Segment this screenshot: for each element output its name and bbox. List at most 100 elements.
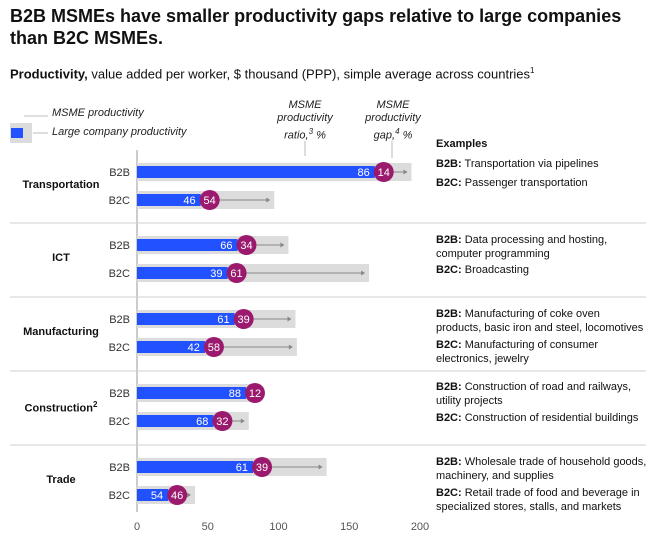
x-tick-label: 200 <box>411 521 429 533</box>
ratio-label: 61 <box>236 462 248 474</box>
example-text: B2B: Wholesale trade of household goods,… <box>436 455 648 483</box>
row-label: B2B <box>109 388 130 400</box>
gap-label: 46 <box>171 490 183 502</box>
ratio-label: 88 <box>229 388 241 400</box>
gap-arrow-head <box>280 242 285 248</box>
ratio-header-line3: ratio, <box>284 129 309 142</box>
msme-bar <box>137 194 201 206</box>
legend-msme-swatch <box>11 128 23 138</box>
examples-header: Examples <box>436 138 488 150</box>
example-description: Manufacturing of consumer electronics, j… <box>436 339 599 365</box>
example-text: B2C: Broadcasting <box>436 263 648 277</box>
example-type: B2C: <box>436 412 462 424</box>
example-type: B2C: <box>436 264 462 276</box>
gap-arrow-head <box>187 492 192 498</box>
ratio-label: 66 <box>220 240 232 252</box>
gap-arrow-head <box>240 418 245 424</box>
example-description: Wholesale trade of household goods, mach… <box>436 456 647 482</box>
example-type: B2B: <box>436 158 462 170</box>
gap-arrow-head <box>403 169 408 175</box>
ratio-label: 42 <box>188 342 200 354</box>
row-label: B2C <box>109 342 130 354</box>
example-type: B2B: <box>436 308 462 320</box>
msme-bar <box>137 489 169 501</box>
gap-circle <box>252 457 273 477</box>
row-label: B2C <box>109 416 130 428</box>
example-text: B2C: Construction of residential buildin… <box>436 411 648 425</box>
example-description: Retail trade of food and beverage in spe… <box>436 487 640 513</box>
msme-bar <box>137 415 214 427</box>
subtitle-bold: Productivity, <box>10 66 88 82</box>
example-type: B2B: <box>436 234 462 246</box>
group-label-text: ICT <box>52 252 70 264</box>
x-tick-label: 100 <box>269 521 287 533</box>
gap-label: 39 <box>256 462 268 474</box>
gap-label: 14 <box>378 167 390 179</box>
row-label: B2B <box>109 462 130 474</box>
x-tick-label: 50 <box>202 521 214 533</box>
gap-header-line3: gap, <box>373 129 396 142</box>
example-description: Construction of residential buildings <box>461 412 639 424</box>
gap-label: 61 <box>230 268 242 280</box>
gap-label: 39 <box>238 314 250 326</box>
example-type: B2B: <box>436 456 462 468</box>
gap-header-footnote: 4 <box>395 127 400 136</box>
example-type: B2C: <box>436 177 462 189</box>
gap-arrow-head <box>288 344 293 350</box>
gap-header-line3-wrap: gap,4 % <box>358 125 428 143</box>
gap-label: 58 <box>208 342 220 354</box>
example-text: B2B: Data processing and hosting, comput… <box>436 233 648 261</box>
example-text: B2C: Retail trade of food and beverage i… <box>436 486 648 514</box>
gap-arrow-head <box>361 270 366 276</box>
ratio-header-line2: productivity <box>277 112 333 124</box>
gap-arrow-head <box>318 464 323 470</box>
example-type: B2C: <box>436 487 462 499</box>
gap-column-header: MSME productivity gap,4 % <box>358 99 428 143</box>
row-label: B2B <box>109 167 130 179</box>
example-description: Construction of road and railways, utili… <box>436 381 632 407</box>
row-label: B2B <box>109 314 130 326</box>
example-description: Manufacturing of coke oven products, bas… <box>436 308 644 334</box>
msme-bar <box>137 166 375 178</box>
ratio-header-unit: % <box>313 129 326 142</box>
ratio-header-footnote: 3 <box>308 127 314 136</box>
gap-arrow-head <box>287 316 292 322</box>
msme-bar <box>137 267 228 279</box>
x-tick-label: 0 <box>134 521 140 533</box>
gap-label: 12 <box>249 388 261 400</box>
example-description: Broadcasting <box>461 264 529 276</box>
gap-circle <box>244 383 265 403</box>
group-label: Trade <box>0 474 122 486</box>
group-label-text: Trade <box>46 474 76 486</box>
example-text: B2B: Manufacturing of coke oven products… <box>436 307 648 335</box>
gap-circle <box>212 411 233 431</box>
subtitle-footnote: 1 <box>530 66 535 75</box>
ratio-label: 86 <box>357 167 369 179</box>
msme-bar <box>137 341 205 353</box>
group-label: Construction2 <box>0 400 122 415</box>
msme-bar <box>137 461 254 473</box>
example-text: B2B: Construction of road and railways, … <box>436 380 648 408</box>
x-tick-label: 150 <box>340 521 358 533</box>
ratio-label: 61 <box>217 314 229 326</box>
ratio-label: 54 <box>151 490 163 502</box>
gap-label: 54 <box>204 195 216 207</box>
example-description: Transportation via pipelines <box>461 158 599 170</box>
chart-title: B2B MSMEs have smaller productivity gaps… <box>10 6 622 48</box>
ratio-header-line3-wrap: ratio,3 % <box>270 125 340 143</box>
gap-label: 34 <box>240 240 252 252</box>
example-type: B2B: <box>436 381 462 393</box>
subtitle-rest: value added per worker, $ thousand (PPP)… <box>87 66 531 82</box>
gap-circle <box>226 263 247 283</box>
group-label: Manufacturing <box>0 326 122 338</box>
gap-header-line2: productivity <box>365 112 421 124</box>
example-text: B2C: Passenger transportation <box>436 176 648 190</box>
gap-circle <box>167 485 188 505</box>
ratio-column-header: MSME productivity ratio,3 % <box>270 99 340 143</box>
row-label: B2C <box>109 195 130 207</box>
group-label-text: Construction <box>24 402 93 415</box>
example-type: B2C: <box>436 339 462 351</box>
ratio-label: 46 <box>183 195 195 207</box>
ratio-header-line1: MSME <box>288 99 322 111</box>
